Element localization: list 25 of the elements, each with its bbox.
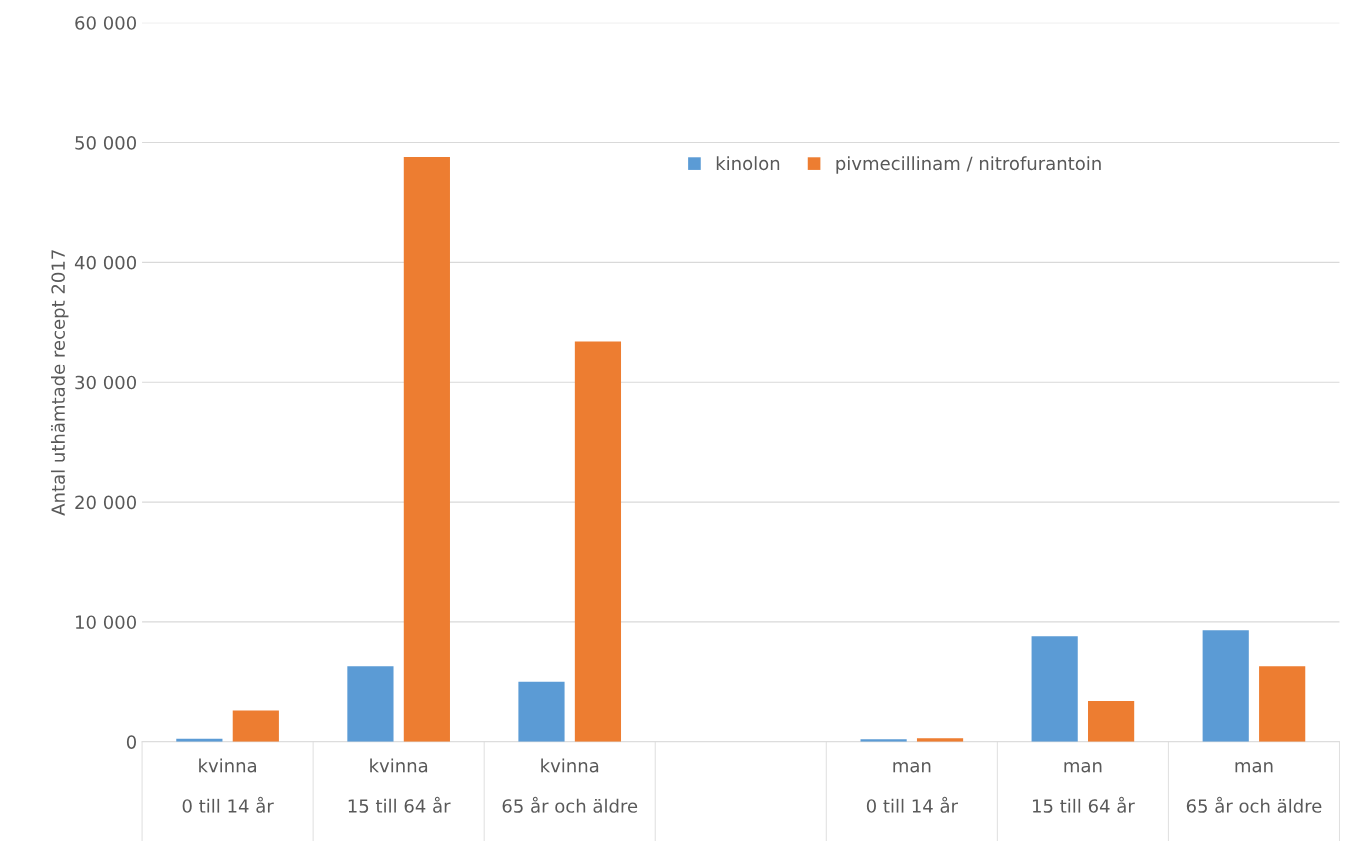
y-tick-label: 60 000 (75, 16, 136, 30)
category-label: kvinna 0 till 14 år (182, 758, 274, 813)
bar (1031, 636, 1078, 742)
y-axis-title: Antal uthämtade recept 2017 (51, 250, 69, 516)
y-tick-label: 30 000 (75, 375, 136, 390)
bar (1259, 666, 1306, 742)
category-label: kvinna 15 till 64 år (348, 758, 451, 813)
category-label: man 0 till 14 år (866, 762, 958, 813)
bar (1202, 630, 1249, 742)
bar (347, 666, 394, 742)
bar (574, 341, 622, 742)
y-tick-label: 50 000 (75, 136, 136, 150)
category-label: kvinna 65 år och äldre (502, 758, 638, 813)
bar (518, 681, 565, 742)
bar (232, 710, 279, 742)
y-tick-label: 40 000 (74, 255, 136, 270)
y-tick-label: 10 000 (76, 615, 136, 630)
legend-label: pivmecillinam / nitrofurantoin (836, 156, 1101, 174)
bar (403, 156, 450, 742)
bar (1088, 701, 1135, 742)
y-tick-label: 20 000 (75, 495, 136, 510)
legend-label: kinolon (716, 156, 780, 171)
y-tick-label: 0 (126, 735, 136, 749)
category-label: man 15 till 64 år (1032, 762, 1135, 813)
category-label: man 65 år och äldre (1186, 762, 1322, 813)
